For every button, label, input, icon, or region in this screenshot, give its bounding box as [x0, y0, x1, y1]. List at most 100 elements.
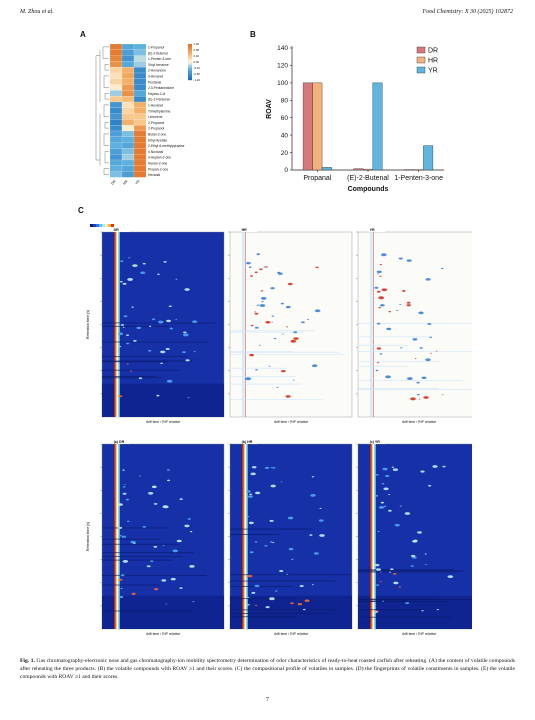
spectrum-spot — [414, 358, 417, 359]
spectrum-spot — [410, 565, 414, 567]
spectrum-spot — [311, 584, 314, 586]
drift-time-axis-label: drift time / RIP relative — [402, 632, 436, 636]
spectrum-spot — [127, 277, 134, 281]
spectrum-spot — [259, 304, 266, 307]
spectrum-spot — [254, 326, 259, 329]
spectrum-spot — [118, 595, 124, 599]
spectrum-spot — [281, 333, 284, 335]
horizontal-streak — [102, 325, 169, 327]
horizontal-streak — [358, 601, 447, 603]
spectrum-spot — [122, 326, 125, 328]
intensity-colorbar-step — [111, 224, 114, 227]
rip-band — [115, 232, 117, 417]
rip-band — [118, 232, 120, 417]
legend-color-step — [188, 78, 192, 81]
spectrum-background — [357, 231, 472, 418]
heatmap-compound-label: 2-Ethyl-6-methylpyrazine — [148, 144, 185, 148]
spectrum-spot — [156, 394, 160, 397]
bar-hr — [312, 82, 323, 171]
retention-time-axis-label: Retention time [s] — [86, 310, 90, 340]
spectrum-spot — [418, 311, 424, 315]
intensity-colorbar-step — [96, 224, 99, 227]
spectrum-spot — [318, 519, 324, 522]
y-tick-label: 100 — [277, 80, 288, 87]
spectrum-spot — [383, 505, 387, 508]
heatmap-cell — [133, 55, 147, 62]
horizontal-streak — [102, 356, 188, 358]
heatmap-compound-label: Nonan-2-one — [148, 162, 167, 166]
y-tick-label: 80 — [281, 97, 289, 104]
y-tick-label: 20 — [281, 150, 289, 157]
spectrum-spot — [254, 312, 259, 315]
sample-tag-bg — [112, 228, 129, 232]
heatmap-cell — [121, 55, 135, 62]
spectrum-spot — [319, 534, 325, 537]
spectrum-spot — [165, 347, 170, 350]
spectrum-spot — [380, 501, 385, 504]
legend-swatch-yr — [416, 66, 426, 74]
heatmap-compound-label: 2-Propanol — [148, 121, 164, 125]
heatmap-cell — [109, 119, 123, 126]
heatmap-compound-label: Ethyl Acetate — [148, 138, 167, 142]
bar-dr — [404, 169, 415, 171]
gc-ims-top-hr: HR — [228, 228, 353, 418]
dendrogram-branch — [104, 151, 109, 164]
rip-band — [246, 444, 248, 629]
heatmap-compound-label: 2-Propanol — [148, 127, 164, 131]
heatmap-cell — [109, 84, 123, 91]
spectrum-spot — [122, 560, 129, 563]
heatmap-compound-label: Butan-2-one — [148, 133, 166, 137]
heatmap-cell — [133, 90, 147, 97]
rip-band — [370, 444, 372, 629]
legend-tick-label: -0.40 — [194, 66, 201, 70]
horizontal-streak — [230, 367, 286, 369]
heatmap-cell — [121, 142, 135, 149]
spectrum-spot — [175, 278, 178, 280]
spectrum-spot — [419, 347, 423, 349]
legend-label-yr: YR — [428, 68, 438, 75]
heatmap-cell — [121, 148, 135, 155]
spectrum-spot — [280, 481, 283, 483]
heatmap-cell — [121, 154, 135, 161]
spectrum-spot — [390, 568, 394, 571]
spectrum-spot — [381, 288, 388, 292]
spectrum-spot — [410, 397, 416, 401]
x-tick-label: (E)-2-Butenal — [347, 175, 389, 182]
spectrum-spot — [311, 476, 315, 478]
panel-label-b: B — [250, 30, 256, 39]
spectrum-spot — [131, 592, 136, 595]
spectrum-spot — [118, 395, 123, 398]
spectrum-spot — [382, 467, 388, 471]
heatmap-cell — [121, 130, 135, 137]
heatmap-compound-label: 3-Hexanol — [148, 75, 163, 79]
spectrum-spot — [148, 349, 152, 352]
spectrum-spot — [148, 325, 152, 327]
spectrum-spot — [376, 347, 382, 350]
spectrum-spot — [417, 531, 422, 534]
spectrum-spot — [441, 394, 444, 396]
horizontal-streak — [102, 377, 163, 379]
spectrum-spot — [277, 271, 281, 274]
horizontal-streak — [230, 580, 336, 582]
heatmap-sample-label: HR — [122, 179, 129, 186]
spectrum-spot — [299, 585, 304, 588]
horizontal-streak — [102, 538, 160, 540]
dendrogram-branch — [103, 104, 109, 117]
horizontal-streak — [102, 360, 192, 362]
sample-tag: DR — [114, 228, 120, 232]
heatmap-cell — [133, 96, 147, 103]
spectrum-spot — [254, 271, 258, 274]
legend-color-step — [188, 72, 192, 75]
spectrum-spot — [279, 569, 284, 573]
heatmap-cell — [133, 159, 147, 166]
horizontal-streak — [358, 344, 409, 346]
horizontal-streak — [102, 361, 169, 363]
y-tick-label: 120 — [277, 63, 288, 70]
spectrum-spot — [319, 507, 322, 509]
spectrum-spot — [428, 484, 432, 487]
spectrum-spot — [436, 608, 439, 611]
heatmap-compound-label: Trimethylamine — [148, 109, 171, 113]
spectrum-spot — [258, 344, 261, 346]
heatmap-cell — [121, 72, 135, 79]
heatmap-compound-label: (E)-2-Butenal — [148, 51, 168, 55]
